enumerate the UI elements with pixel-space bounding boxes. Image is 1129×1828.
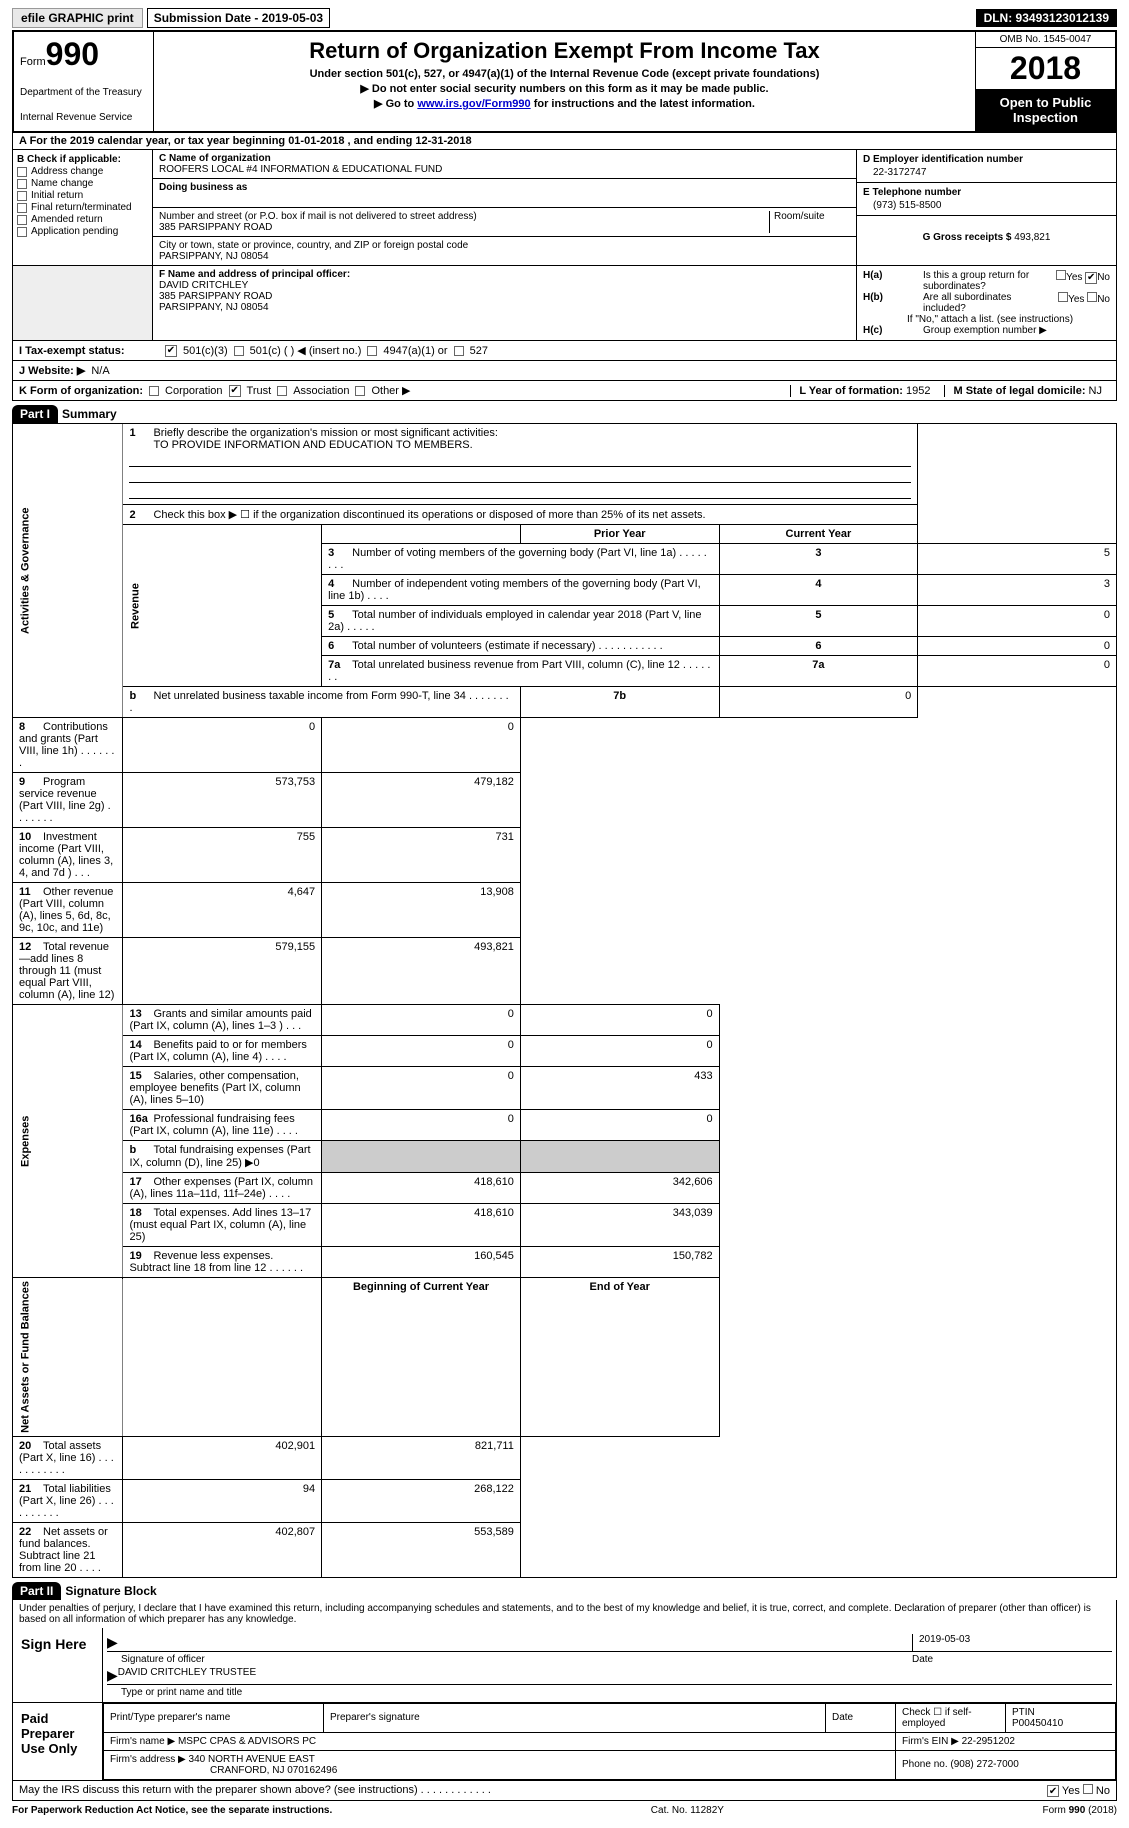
chk-hb-no[interactable] (1087, 292, 1097, 302)
part-1-header: Part I (12, 405, 58, 423)
dept-treasury: Department of the Treasury (20, 87, 147, 98)
pra-notice: For Paperwork Reduction Act Notice, see … (12, 1805, 332, 1816)
chk-final-return[interactable] (17, 203, 27, 213)
chk-assoc[interactable] (277, 386, 287, 396)
gov-val-5: 0 (918, 606, 1117, 637)
open-to-public: Open to Public Inspection (976, 89, 1115, 131)
firm-address: 340 NORTH AVENUE EAST (189, 1754, 315, 1765)
net-curr-20: 821,711 (322, 1436, 521, 1479)
website-row: J Website: ▶ N/A (12, 361, 1117, 381)
tax-year: 2018 (976, 48, 1115, 89)
chk-hb-yes[interactable] (1058, 292, 1068, 302)
governance-label: Activities & Governance (13, 424, 123, 718)
ptin: P00450410 (1012, 1718, 1109, 1729)
expenses-label: Expenses (13, 1005, 123, 1278)
penalties-statement: Under penalties of perjury, I declare th… (12, 1600, 1117, 1628)
chk-other[interactable] (355, 386, 365, 396)
net-prior-22: 402,807 (123, 1522, 322, 1577)
chk-ha-yes[interactable] (1056, 270, 1066, 280)
rev-curr-11: 13,908 (322, 883, 521, 938)
street-address: 385 PARSIPPANY ROAD (159, 222, 765, 233)
officer-signed: DAVID CRITCHLEY TRUSTEE (118, 1667, 256, 1684)
rev-prior-10: 755 (123, 828, 322, 883)
state-domicile: NJ (1089, 385, 1102, 397)
cat-no: Cat. No. 11282Y (651, 1805, 724, 1816)
chk-corp[interactable] (149, 386, 159, 396)
omb-number: OMB No. 1545-0047 (976, 32, 1115, 48)
mission-text: TO PROVIDE INFORMATION AND EDUCATION TO … (129, 439, 911, 451)
firm-phone: (908) 272-7000 (950, 1759, 1018, 1770)
ssn-warning: ▶ Do not enter social security numbers o… (160, 82, 969, 95)
sig-date: 2019-05-03 (912, 1634, 1112, 1651)
part-2-header: Part II (12, 1582, 61, 1600)
sign-here-label: Sign Here (13, 1628, 103, 1702)
rev-prior-12: 579,155 (123, 938, 322, 1005)
irs-link[interactable]: www.irs.gov/Form990 (417, 98, 530, 110)
rev-curr-12: 493,821 (322, 938, 521, 1005)
gov-val-4: 3 (918, 575, 1117, 606)
rev-prior-11: 4,647 (123, 883, 322, 938)
summary-table: Activities & Governance 1Briefly describ… (12, 423, 1117, 1578)
rev-prior-9: 573,753 (123, 773, 322, 828)
paid-preparer-label: Paid Preparer Use Only (13, 1703, 103, 1780)
firm-name: MSPC CPAS & ADVISORS PC (178, 1736, 316, 1747)
chk-trust[interactable]: ✔ (229, 385, 241, 397)
chk-ha-no[interactable]: ✔ (1085, 272, 1097, 284)
return-subtitle: Under section 501(c), 527, or 4947(a)(1)… (160, 68, 969, 80)
rev-curr-9: 479,182 (322, 773, 521, 828)
rev-prior-8: 0 (123, 718, 322, 773)
year-formed: 1952 (906, 385, 930, 397)
submission-date: Submission Date - 2019-05-03 (147, 8, 330, 28)
chk-discuss-yes[interactable]: ✔ (1047, 1785, 1059, 1797)
section-d: D Employer identification number 22-3172… (856, 150, 1116, 265)
section-b: B Check if applicable: Address change Na… (13, 150, 153, 265)
gov-val-7b: 0 (719, 687, 918, 718)
dln: DLN: 93493123012139 (976, 9, 1117, 27)
chk-name-change[interactable] (17, 179, 27, 189)
goto-instructions: ▶ Go to www.irs.gov/Form990 for instruct… (160, 97, 969, 110)
net-curr-21: 268,122 (322, 1479, 521, 1522)
tax-exempt-status: I Tax-exempt status: ✔501(c)(3) 501(c) (… (12, 341, 1117, 361)
net-assets-label: Net Assets or Fund Balances (13, 1278, 123, 1437)
org-name: ROOFERS LOCAL #4 INFORMATION & EDUCATION… (159, 164, 850, 175)
revenue-label: Revenue (123, 525, 322, 687)
gov-val-3: 5 (918, 544, 1117, 575)
form-label: Form (20, 56, 46, 68)
ein: 22-3172747 (863, 167, 1110, 178)
rev-curr-10: 731 (322, 828, 521, 883)
form-header: Form990 Department of the Treasury Inter… (12, 30, 1117, 133)
gov-val-6: 0 (918, 637, 1117, 656)
efile-print-button[interactable]: efile GRAPHIC print (12, 8, 143, 28)
form-number: 990 (46, 36, 99, 72)
irs: Internal Revenue Service (20, 112, 147, 123)
chk-amended[interactable] (17, 215, 27, 225)
city-state-zip: PARSIPPANY, NJ 08054 (159, 251, 850, 262)
chk-app-pending[interactable] (17, 227, 27, 237)
net-prior-21: 94 (123, 1479, 322, 1522)
gov-val-7a: 0 (918, 656, 1117, 687)
officer-name: DAVID CRITCHLEY (159, 280, 850, 291)
chk-discuss-no[interactable] (1083, 1784, 1093, 1794)
section-c: C Name of organization ROOFERS LOCAL #4 … (153, 150, 856, 265)
net-curr-22: 553,589 (322, 1522, 521, 1577)
chk-527[interactable] (454, 346, 464, 356)
chk-initial-return[interactable] (17, 191, 27, 201)
chk-501c[interactable] (234, 346, 244, 356)
net-prior-20: 402,901 (123, 1436, 322, 1479)
return-title: Return of Organization Exempt From Incom… (160, 38, 969, 64)
firm-ein: 22-2951202 (962, 1736, 1015, 1747)
form-footer: Form 990 (2018) (1043, 1805, 1117, 1816)
website: N/A (91, 365, 109, 377)
telephone: (973) 515-8500 (863, 200, 1110, 211)
rev-curr-8: 0 (322, 718, 521, 773)
chk-address-change[interactable] (17, 167, 27, 177)
chk-501c3[interactable]: ✔ (165, 345, 177, 357)
gross-receipts: 493,821 (1014, 232, 1050, 243)
form-of-org: K Form of organization: Corporation ✔Tru… (12, 381, 1117, 401)
chk-4947[interactable] (367, 346, 377, 356)
tax-period: A For the 2019 calendar year, or tax yea… (12, 133, 1117, 150)
